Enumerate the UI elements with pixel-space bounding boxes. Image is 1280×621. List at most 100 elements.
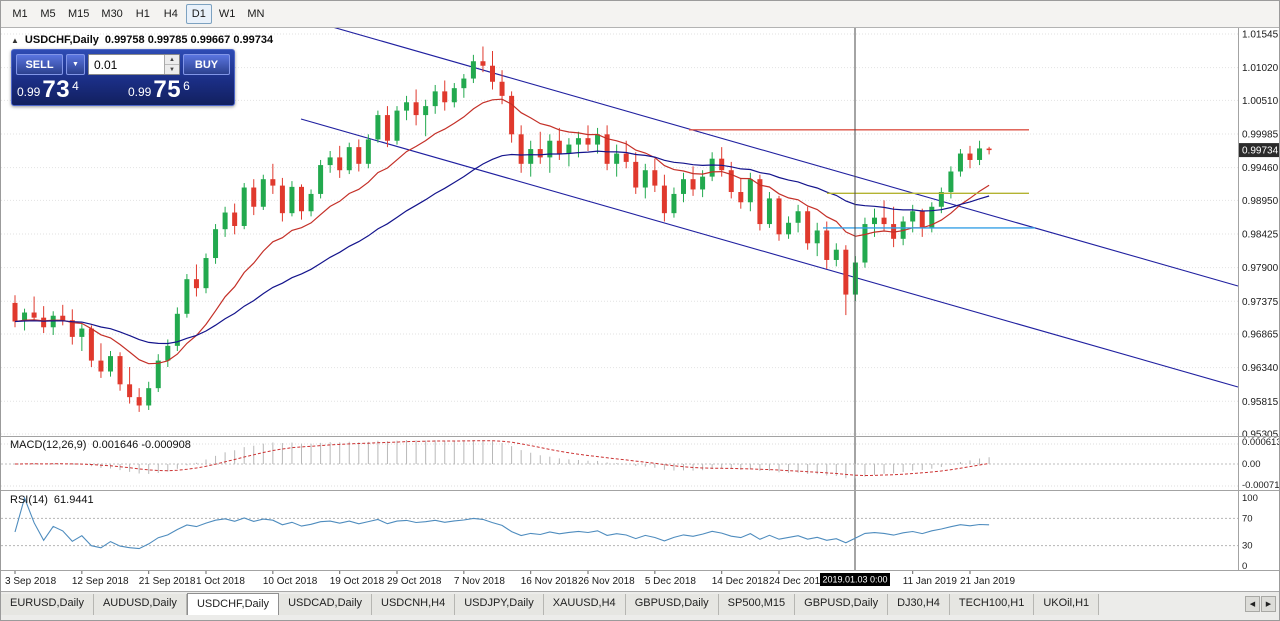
svg-text:24 Dec 2018: 24 Dec 2018 — [769, 576, 826, 587]
volume-decrease-icon[interactable]: ▼ — [165, 64, 179, 74]
macd-name: MACD(12,26,9) — [10, 439, 87, 451]
chart-symbol-period: USDCHF,Daily — [24, 34, 99, 46]
svg-text:0: 0 — [1242, 561, 1247, 572]
svg-text:19 Oct 2018: 19 Oct 2018 — [330, 576, 385, 587]
date-axis: 3 Sep 2018 12 Sep 2018 21 Sep 2018 1 Oct 20… — [5, 570, 1015, 587]
svg-text:16 Nov 2018: 16 Nov 2018 — [521, 576, 578, 587]
rsi-indicator-label: RSI(14) 61.9441 — [10, 494, 94, 506]
ask-price[interactable]: 0.99 75 6 — [127, 78, 230, 102]
svg-text:14 Dec 2018: 14 Dec 2018 — [712, 576, 769, 587]
chart-tab-ukoil-h1-12[interactable]: UKOil,H1 — [1034, 594, 1100, 615]
svg-text:2019.01.03 0:00: 2019.01.03 0:00 — [822, 575, 887, 585]
bid-price[interactable]: 0.99 73 4 — [16, 76, 119, 103]
svg-text:0.98950: 0.98950 — [1242, 196, 1279, 207]
svg-text:30: 30 — [1242, 541, 1253, 552]
bid-base: 0.99 — [17, 85, 41, 99]
tabs-scroll-left-icon[interactable]: ◀ — [1245, 596, 1260, 612]
svg-text:0.00: 0.00 — [1242, 459, 1261, 470]
bid-big-digits: 73 — [42, 76, 71, 103]
svg-text:70: 70 — [1242, 513, 1253, 524]
volume-increase-icon[interactable]: ▲ — [165, 55, 179, 64]
svg-text:5 Dec 2018: 5 Dec 2018 — [645, 576, 697, 587]
sell-button[interactable]: SELL — [16, 54, 63, 75]
buy-button[interactable]: BUY — [183, 54, 230, 75]
timeframe-h4[interactable]: H4 — [158, 4, 184, 24]
chart-tab-usdchf-daily-2[interactable]: USDCHF,Daily — [186, 593, 280, 615]
svg-text:0.96340: 0.96340 — [1242, 363, 1279, 374]
svg-text:11 Jan 2019: 11 Jan 2019 — [903, 576, 958, 587]
timeframe-buttons: M1 M5 M15 M30 H1 H4 D1 W1 MN — [7, 4, 269, 24]
macd-signal-line — [14, 440, 990, 477]
svg-text:12 Sep 2018: 12 Sep 2018 — [72, 576, 129, 587]
svg-text:29 Oct 2018: 29 Oct 2018 — [387, 576, 442, 587]
timeframe-toolbar: M1 M5 M15 M30 H1 H4 D1 W1 MN — [1, 1, 1279, 28]
svg-text:1.01020: 1.01020 — [1242, 63, 1279, 74]
chart-canvas[interactable]: 1.015451.010201.005100.999850.994600.989… — [1, 28, 1280, 591]
svg-text:7 Nov 2018: 7 Nov 2018 — [454, 576, 506, 587]
oneclick-collapse-icon[interactable]: ▲ — [11, 35, 19, 45]
chart-tab-tech100-h1-11[interactable]: TECH100,H1 — [949, 594, 1035, 615]
chart-tab-gbpusd-daily-7[interactable]: GBPUSD,Daily — [625, 594, 719, 615]
svg-text:3 Sep 2018: 3 Sep 2018 — [5, 576, 57, 587]
volume-dropdown-icon[interactable]: ▼ — [66, 54, 85, 75]
svg-text:0.99734: 0.99734 — [1242, 146, 1279, 157]
chart-tab-eurusd-daily-0[interactable]: EURUSD,Daily — [1, 594, 94, 615]
timeframe-m1[interactable]: M1 — [7, 4, 33, 24]
rsi-value: 61.9441 — [53, 494, 94, 506]
current-price-badge: 0.99734 — [1239, 143, 1279, 158]
volume-spinners: ▲ ▼ — [164, 55, 179, 74]
bid-pipette: 4 — [72, 79, 79, 93]
svg-text:0.97900: 0.97900 — [1242, 263, 1279, 274]
svg-text:0.95815: 0.95815 — [1242, 397, 1279, 408]
chart-tab-usdcnh-h4-4[interactable]: USDCNH,H4 — [372, 594, 456, 615]
timeframe-w1[interactable]: W1 — [214, 4, 241, 24]
svg-text:0.95305: 0.95305 — [1242, 430, 1279, 441]
svg-text:1 Oct 2018: 1 Oct 2018 — [196, 576, 245, 587]
chart-tab-audusd-daily-1[interactable]: AUDUSD,Daily — [93, 594, 187, 615]
rsi-panel — [1, 496, 1238, 550]
rsi-line — [14, 496, 990, 550]
macd-indicator-label: MACD(12,26,9) 0.001646 -0.000908 — [10, 439, 191, 451]
chart-tabs: EURUSD,Daily AUDUSD,Daily USDCHF,Daily USDC… — [1, 593, 1100, 615]
chart-tab-sp500-m15-8[interactable]: SP500,M15 — [718, 594, 796, 615]
tab-scroll-buttons: ◀ ▶ — [1245, 592, 1279, 612]
svg-text:1.00510: 1.00510 — [1242, 96, 1279, 107]
timeframe-d1[interactable]: D1 — [185, 4, 212, 24]
svg-text:21 Sep 2018: 21 Sep 2018 — [139, 576, 196, 587]
timeframe-m15[interactable]: M15 — [63, 4, 94, 24]
macd-values: 0.001646 -0.000908 — [92, 439, 191, 451]
chart-tab-usdjpy-daily-5[interactable]: USDJPY,Daily — [455, 594, 544, 615]
svg-text:10 Oct 2018: 10 Oct 2018 — [263, 576, 318, 587]
ask-pipette: 6 — [183, 79, 190, 93]
ma-fast-line — [14, 98, 990, 365]
chart-tab-xauusd-h4-6[interactable]: XAUUSD,H4 — [543, 594, 626, 615]
svg-text:100: 100 — [1242, 493, 1258, 504]
timeframe-m30[interactable]: M30 — [96, 4, 127, 24]
svg-text:21 Jan 2019: 21 Jan 2019 — [960, 576, 1015, 587]
svg-text:0.98425: 0.98425 — [1242, 230, 1279, 241]
svg-text:26 Nov 2018: 26 Nov 2018 — [578, 576, 635, 587]
chart-tab-gbpusd-daily-9[interactable]: GBPUSD,Daily — [795, 594, 889, 615]
panel-borders — [1, 28, 1279, 571]
svg-text:0.99460: 0.99460 — [1242, 163, 1279, 174]
chart-tab-bar: EURUSD,Daily AUDUSD,Daily USDCHF,Daily USDC… — [1, 591, 1279, 620]
chart-ohlc-title: ▲ USDCHF,Daily 0.99758 0.99785 0.99667 0… — [11, 34, 273, 46]
svg-text:1.01545: 1.01545 — [1242, 30, 1279, 41]
price-scale: 1.01545 1.01020 1.00510 0.99985 0.99460 0.989… — [1242, 30, 1280, 573]
horizontal-level-lines — [689, 129, 1035, 229]
volume-input[interactable] — [89, 55, 164, 74]
ask-base: 0.99 — [128, 85, 152, 99]
svg-text:0.99985: 0.99985 — [1242, 130, 1279, 141]
svg-text:0.0006137: 0.0006137 — [1242, 437, 1280, 448]
one-click-trading-panel: SELL ▼ ▲ ▼ BUY 0.99 73 4 0.99 75 6 — [11, 49, 235, 106]
timeframe-mn[interactable]: MN — [242, 4, 269, 24]
svg-text:0.97375: 0.97375 — [1242, 297, 1279, 308]
macd-panel — [1, 440, 1238, 487]
rsi-name: RSI(14) — [10, 494, 48, 506]
chart-tab-dj30-h4-10[interactable]: DJ30,H4 — [888, 594, 950, 615]
tabs-scroll-right-icon[interactable]: ▶ — [1261, 596, 1276, 612]
timeframe-h1[interactable]: H1 — [130, 4, 156, 24]
chart-tab-usdcad-daily-3[interactable]: USDCAD,Daily — [279, 594, 373, 615]
timeframe-m5[interactable]: M5 — [35, 4, 61, 24]
